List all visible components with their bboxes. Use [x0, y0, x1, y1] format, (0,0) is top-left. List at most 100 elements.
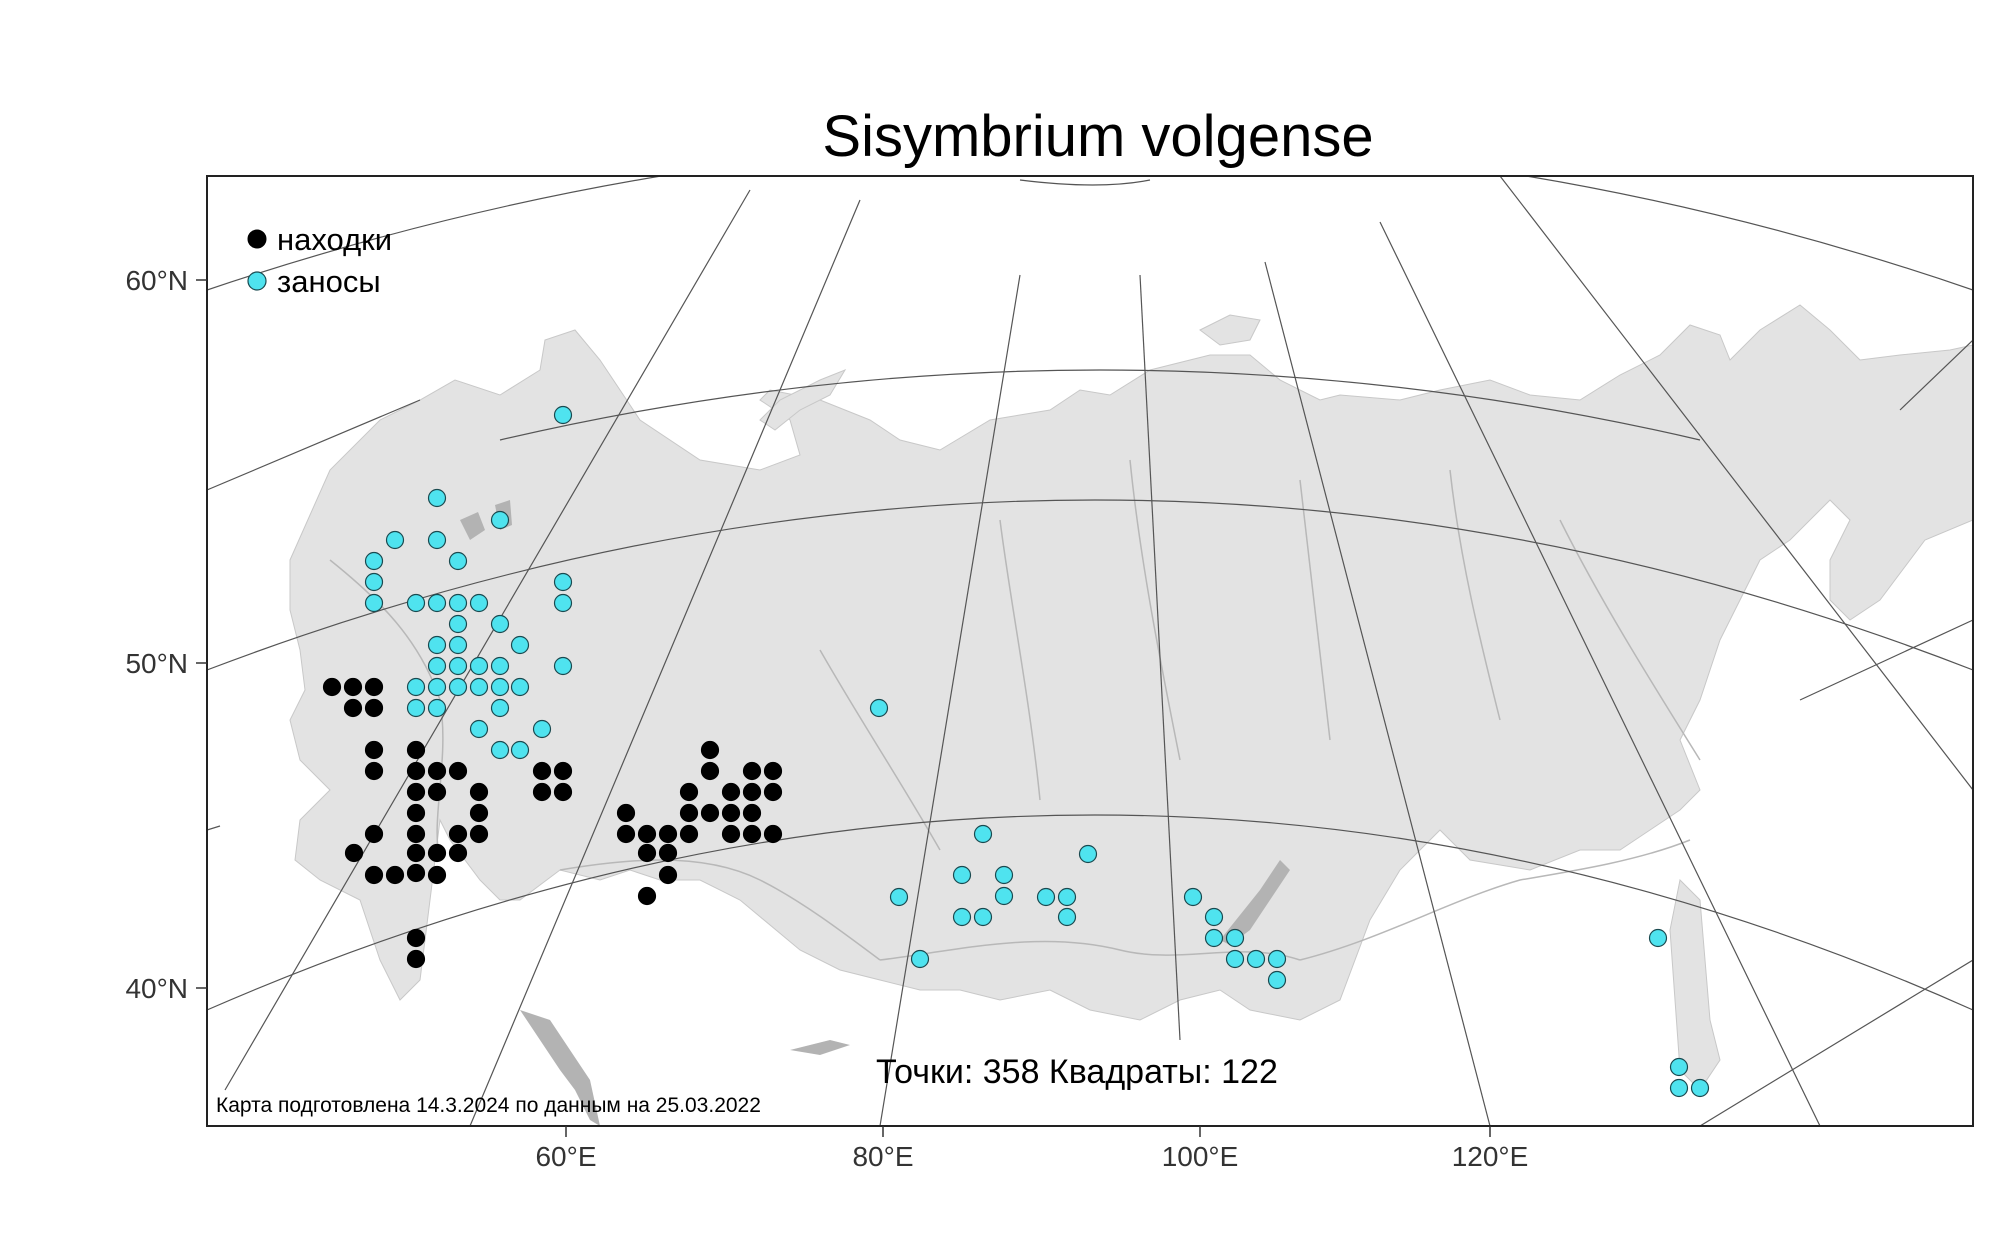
find-point	[366, 867, 383, 884]
find-point	[450, 826, 467, 843]
introduction-point	[954, 909, 971, 926]
introduction-point	[450, 637, 467, 654]
introduction-point	[1059, 909, 1076, 926]
lat-label-50: 50°N	[125, 648, 188, 679]
find-point	[408, 930, 425, 947]
find-point	[345, 679, 362, 696]
introduction-point	[1248, 951, 1265, 968]
find-point	[555, 784, 572, 801]
lon-label-100: 100°E	[1162, 1141, 1239, 1172]
find-point	[744, 826, 761, 843]
find-point	[555, 763, 572, 780]
find-point	[765, 784, 782, 801]
introduction-point	[408, 595, 425, 612]
introduction-point	[429, 595, 446, 612]
find-point	[639, 888, 656, 905]
find-point	[744, 763, 761, 780]
introduction-point	[871, 700, 888, 717]
introduction-point	[555, 595, 572, 612]
find-point	[450, 845, 467, 862]
introduction-point	[1038, 889, 1055, 906]
introduction-point	[1185, 889, 1202, 906]
introduction-point	[512, 742, 529, 759]
find-point	[324, 679, 341, 696]
introduction-point	[471, 679, 488, 696]
introduction-point	[492, 658, 509, 675]
find-point	[408, 742, 425, 759]
introduction-point	[1692, 1080, 1709, 1097]
introduction-point	[512, 637, 529, 654]
lat-label-60: 60°N	[125, 265, 188, 296]
find-point	[366, 763, 383, 780]
introduction-point	[1206, 930, 1223, 947]
find-point	[429, 867, 446, 884]
find-point	[639, 845, 656, 862]
find-point	[618, 826, 635, 843]
find-point	[702, 742, 719, 759]
map-area	[207, 140, 1973, 1126]
introduction-point	[996, 888, 1013, 905]
introduction-point	[450, 616, 467, 633]
lon-label-60: 60°E	[535, 1141, 596, 1172]
find-point	[408, 951, 425, 968]
legend: находки заносы	[248, 222, 392, 299]
find-point	[366, 679, 383, 696]
legend-finds-marker	[248, 230, 266, 248]
introduction-point	[912, 951, 929, 968]
introduction-point	[1650, 930, 1667, 947]
introduction-point	[429, 637, 446, 654]
introduction-point	[429, 490, 446, 507]
introduction-point	[996, 867, 1013, 884]
find-point	[429, 763, 446, 780]
find-point	[408, 865, 425, 882]
find-point	[387, 867, 404, 884]
introduction-point	[471, 721, 488, 738]
find-point	[660, 845, 677, 862]
find-point	[723, 784, 740, 801]
find-point	[534, 784, 551, 801]
introduction-point	[450, 553, 467, 570]
introduction-point	[1671, 1080, 1688, 1097]
introduction-point	[492, 742, 509, 759]
legend-finds-label: находки	[277, 222, 392, 257]
introduction-point	[366, 574, 383, 591]
introduction-point	[954, 867, 971, 884]
find-point	[429, 784, 446, 801]
find-point	[660, 826, 677, 843]
find-point	[681, 784, 698, 801]
introduction-point	[366, 595, 383, 612]
introduction-point	[492, 512, 509, 529]
introduction-point	[408, 679, 425, 696]
find-point	[366, 742, 383, 759]
introduction-point	[429, 658, 446, 675]
find-point	[408, 845, 425, 862]
introduction-point	[450, 595, 467, 612]
find-point	[471, 805, 488, 822]
find-point	[681, 826, 698, 843]
introduction-point	[555, 658, 572, 675]
find-point	[702, 805, 719, 822]
introduction-point	[492, 700, 509, 717]
find-point	[471, 784, 488, 801]
stats-text: Точки: 358 Квадраты: 122	[876, 1053, 1278, 1091]
introduction-point	[975, 909, 992, 926]
find-point	[345, 700, 362, 717]
introduction-point	[555, 574, 572, 591]
find-point	[366, 700, 383, 717]
introduction-point	[1269, 951, 1286, 968]
find-point	[765, 763, 782, 780]
find-point	[723, 826, 740, 843]
find-point	[471, 826, 488, 843]
find-point	[450, 763, 467, 780]
find-point	[660, 867, 677, 884]
introduction-point	[429, 679, 446, 696]
find-point	[429, 845, 446, 862]
introduction-point	[1269, 972, 1286, 989]
introduction-point	[471, 658, 488, 675]
introduction-point	[429, 532, 446, 549]
lon-label-80: 80°E	[852, 1141, 913, 1172]
introduction-point	[512, 679, 529, 696]
introduction-point	[471, 595, 488, 612]
find-point	[366, 826, 383, 843]
